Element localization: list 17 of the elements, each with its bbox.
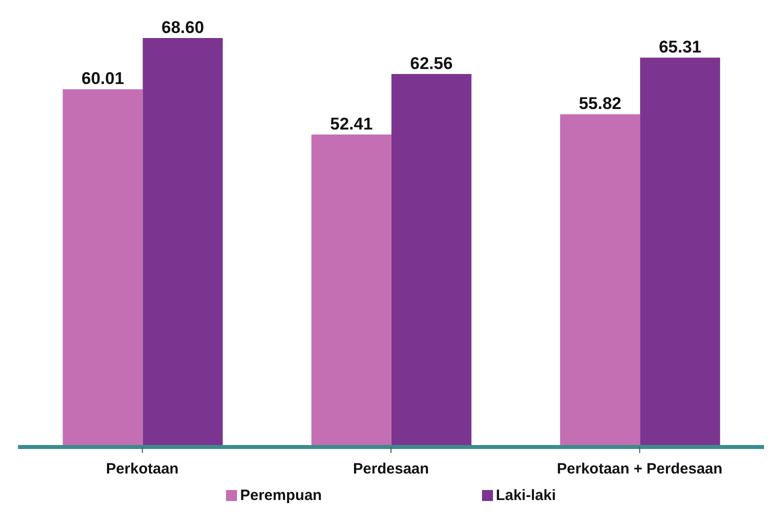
data-label: 60.01	[81, 69, 124, 88]
legend-label: Laki-laki	[494, 487, 556, 504]
bar	[311, 134, 392, 447]
legend-label: Perempuan	[239, 487, 322, 504]
bar	[560, 114, 640, 447]
data-label: 65.31	[658, 38, 702, 57]
data-label: 52.41	[330, 114, 373, 134]
data-label: 55.82	[578, 94, 622, 114]
x-tick-label: Perkotaan + Perdesaan	[556, 460, 722, 478]
bar	[142, 38, 223, 447]
bar	[62, 89, 143, 447]
bar	[640, 58, 720, 447]
x-tick-label: Perdesaan	[353, 460, 429, 478]
data-label: 62.56	[410, 54, 453, 74]
x-tick-label: Perkotaan	[106, 460, 179, 478]
data-label: 68.60	[161, 18, 204, 37]
bar	[391, 74, 472, 447]
